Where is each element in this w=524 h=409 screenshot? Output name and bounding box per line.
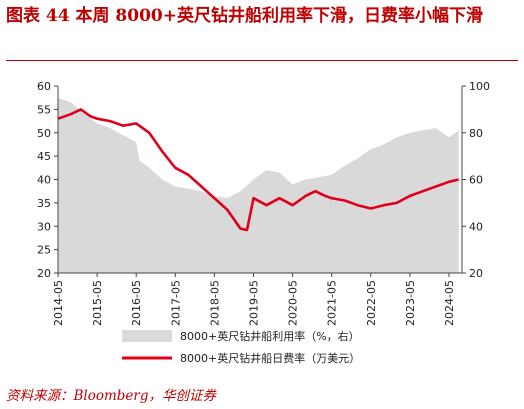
right-tick-label: 20 bbox=[469, 267, 483, 280]
legend: 8000+英尺钻井船利用率（%，右） 8000+英尺钻井船日费率（万美元） bbox=[122, 329, 360, 365]
legend-label: 8000+英尺钻井船日费率（万美元） bbox=[180, 351, 360, 365]
left-tick-label: 20 bbox=[37, 267, 51, 280]
x-tick-label: 2022-05 bbox=[365, 280, 378, 326]
x-tick-label: 2019-05 bbox=[247, 280, 260, 326]
title-divider bbox=[6, 60, 518, 61]
left-tick-label: 55 bbox=[37, 103, 51, 116]
axes: 20 25 30 35 40 45 50 55 60 20 40 60 80 100 2014-05 2015… bbox=[37, 80, 490, 326]
left-tick-label: 60 bbox=[37, 80, 51, 93]
x-tick-label: 2017-05 bbox=[169, 280, 182, 326]
x-tick-label: 2016-05 bbox=[130, 280, 143, 326]
figure-title: 图表 44 本周 8000+英尺钻井船利用率下滑，日费率小幅下滑 bbox=[6, 6, 483, 26]
x-tick-label: 2015-05 bbox=[91, 280, 104, 326]
legend-swatch-utilization bbox=[122, 330, 172, 342]
x-tick-label: 2023-05 bbox=[404, 280, 417, 326]
left-tick-label: 50 bbox=[37, 127, 51, 140]
x-tick-label: 2018-05 bbox=[208, 280, 221, 326]
chart: 20 25 30 35 40 45 50 55 60 20 40 60 80 100 2014-05 2015… bbox=[37, 80, 490, 365]
left-tick-label: 30 bbox=[37, 220, 51, 233]
dayrate-line bbox=[57, 108, 459, 232]
left-tick-label: 40 bbox=[37, 174, 51, 187]
x-tick-label: 2020-05 bbox=[287, 280, 300, 326]
right-tick-label: 100 bbox=[469, 80, 490, 93]
plot-area bbox=[57, 97, 459, 273]
right-tick-label: 80 bbox=[469, 127, 483, 140]
right-tick-label: 60 bbox=[469, 174, 483, 187]
legend-label: 8000+英尺钻井船利用率（%，右） bbox=[180, 329, 360, 343]
left-tick-label: 35 bbox=[37, 197, 51, 210]
x-tick-label: 2024-05 bbox=[443, 280, 456, 326]
x-tick-label: 2014-05 bbox=[52, 280, 65, 326]
utilization-area bbox=[58, 97, 459, 273]
x-tick-label: 2021-05 bbox=[326, 280, 339, 326]
source-note: 资料来源：Bloomberg，华创证券 bbox=[6, 388, 217, 404]
left-tick-label: 45 bbox=[37, 150, 51, 163]
left-tick-label: 25 bbox=[37, 244, 51, 257]
right-tick-label: 40 bbox=[469, 220, 483, 233]
